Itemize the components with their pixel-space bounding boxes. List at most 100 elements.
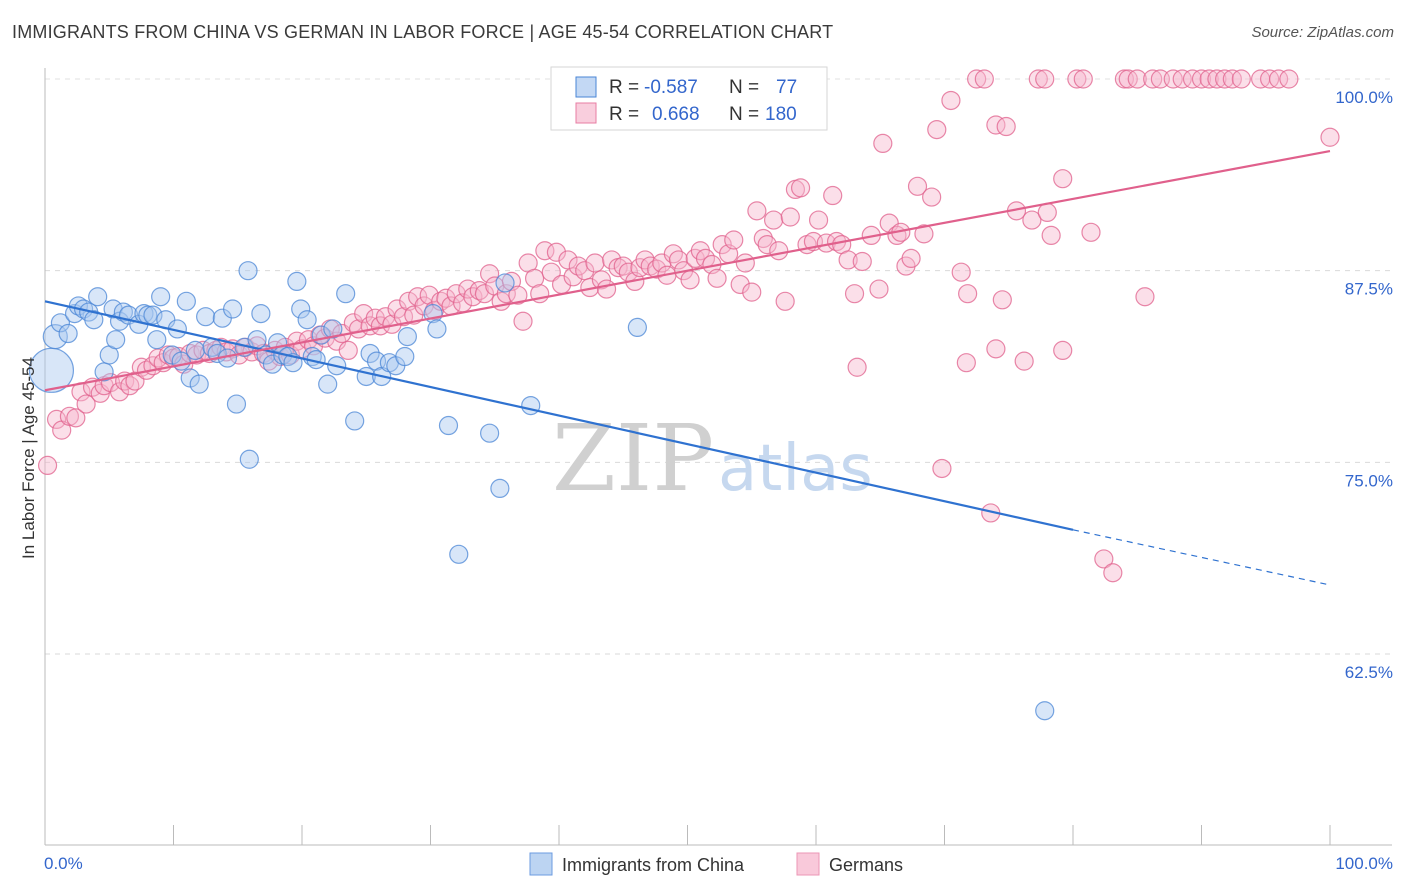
y-tick-label-2: 75.0%	[1345, 471, 1393, 490]
x-tick-labels: 0.0% 100.0%	[44, 854, 1393, 873]
china-point-61	[360, 343, 380, 364]
bottom-legend-label-germans: Germans	[829, 855, 903, 875]
china-point-59	[345, 411, 365, 431]
germans-point-122	[730, 274, 750, 295]
legend-r-value-china: -0.587	[644, 77, 698, 98]
germans-point-158	[941, 90, 961, 111]
germans-point-124	[742, 282, 762, 302]
china-point-9	[88, 287, 108, 307]
china-point-21	[147, 330, 167, 350]
germans-point-82	[508, 285, 528, 305]
china-point-30	[189, 374, 209, 394]
germans-point-153	[907, 176, 928, 196]
china-point-71	[449, 544, 469, 564]
legend-n-value-china: 77	[776, 77, 797, 98]
germans-point-89	[546, 242, 567, 262]
china-point-74	[495, 273, 515, 293]
china-point-36	[223, 299, 243, 319]
germans-point-166	[986, 339, 1006, 359]
germans-point-173	[1053, 169, 1073, 189]
legend-box	[550, 66, 828, 131]
legend-n-label-china: N =	[729, 77, 759, 98]
china-point-56	[323, 319, 343, 339]
germans-point-155	[922, 187, 942, 207]
germans-point-125	[747, 201, 767, 221]
germans-point-187	[1191, 69, 1212, 89]
germans-point-11	[109, 382, 130, 402]
china-point-69	[427, 319, 447, 339]
china-point-27	[176, 291, 196, 311]
germans-point-136	[808, 210, 829, 230]
source-label: Source: ZipAtlas.com	[1251, 24, 1394, 41]
germans-point-130	[775, 291, 795, 311]
china-point-73	[490, 478, 510, 498]
china-point-51	[297, 310, 317, 330]
germans-point-195	[1268, 69, 1289, 89]
germans-point-190	[1215, 69, 1235, 89]
germans-point-83	[513, 311, 533, 331]
germans-point-113	[680, 270, 700, 290]
legend-swatch-china	[575, 76, 597, 98]
germans-point-96	[585, 253, 605, 273]
germans-point-201	[1037, 202, 1057, 222]
germans-point-198	[1053, 340, 1073, 360]
china-point-15	[113, 302, 133, 322]
germans-point-88	[541, 262, 561, 282]
x-tick-label-0: 0.0%	[44, 854, 83, 873]
germans-point-4	[66, 408, 86, 428]
germans-point-110	[663, 244, 683, 264]
china-point-1	[42, 324, 68, 350]
bottom-legend: Immigrants from China Germans	[529, 852, 903, 876]
germans-point-156	[927, 120, 947, 140]
germans-point-142	[844, 284, 865, 304]
china-point-66	[395, 346, 415, 367]
grid-lines	[45, 78, 1392, 655]
germans-point-141	[838, 250, 858, 270]
germans-point-170	[1028, 69, 1048, 89]
y-tick-label-3: 62.5%	[1345, 663, 1393, 682]
y-tick-labels: 100.0% 87.5% 75.0% 62.5%	[1335, 88, 1393, 682]
germans-point-154	[914, 224, 934, 244]
china-point-20	[143, 305, 163, 325]
watermark-zip: ZIP	[552, 405, 714, 512]
legend-r-label-china: R =	[609, 77, 639, 98]
china-point-3	[58, 323, 78, 344]
china-point-75	[521, 396, 541, 416]
germans-point-85	[524, 268, 545, 288]
bottom-legend-swatch-germans	[796, 852, 820, 876]
legend-r-value-germans: 0.668	[652, 104, 700, 125]
legend-n-value-germans: 180	[765, 104, 797, 125]
germans-point-175	[1073, 69, 1093, 89]
china-point-70	[438, 415, 459, 436]
bottom-legend-swatch-china	[529, 852, 553, 876]
y-tick-label-1: 87.5%	[1345, 280, 1393, 299]
germans-point-54	[354, 304, 374, 324]
china-point-76	[627, 317, 647, 337]
trend-line-china	[44, 300, 1074, 531]
germans-point-92	[563, 267, 583, 287]
germans-point-197	[1320, 127, 1340, 147]
germans-point-176	[1081, 222, 1101, 242]
germans-point-111	[668, 250, 689, 270]
germans-point-133	[790, 178, 811, 198]
germans-point-174	[1067, 69, 1087, 89]
germans-point-60	[387, 299, 407, 319]
germans-point-185	[1172, 69, 1192, 89]
series-china	[28, 261, 1055, 721]
y-tick-label-0: 100.0%	[1335, 88, 1393, 107]
germans-point-107	[647, 259, 667, 279]
germans-point-101	[613, 256, 633, 276]
germans-point-144	[852, 251, 872, 272]
china-point-49	[287, 271, 307, 291]
germans-point-143	[847, 357, 867, 377]
chart-title: IMMIGRANTS FROM CHINA VS GERMAN IN LABOR…	[12, 22, 834, 42]
germans-point-196	[1279, 69, 1299, 89]
germans-point-199	[1135, 287, 1155, 307]
germans-point-0	[37, 455, 58, 475]
china-point-72	[480, 423, 500, 443]
china-point-67	[397, 327, 417, 347]
china-point-55	[318, 374, 338, 394]
germans-point-160	[958, 284, 978, 304]
china-point-40	[239, 449, 259, 469]
germans-point-164	[986, 115, 1006, 135]
